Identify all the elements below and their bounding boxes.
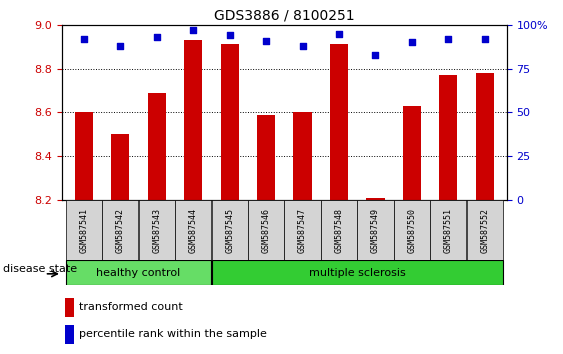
Text: GSM587548: GSM587548 [334, 207, 343, 253]
Point [408, 39, 417, 45]
Point [444, 36, 453, 42]
Bar [467, 200, 503, 260]
Bar [66, 260, 211, 285]
Bar [212, 260, 503, 285]
Point [298, 43, 307, 48]
Bar [367, 198, 385, 200]
Point [189, 27, 198, 33]
Text: GSM587550: GSM587550 [408, 207, 417, 253]
Point [79, 36, 88, 42]
Point [152, 34, 161, 40]
Text: healthy control: healthy control [96, 268, 181, 278]
Bar [75, 112, 93, 200]
Bar [221, 45, 239, 200]
Text: GSM587547: GSM587547 [298, 207, 307, 253]
Bar [430, 200, 466, 260]
Bar [257, 115, 275, 200]
Point [225, 33, 234, 38]
Point [262, 38, 271, 44]
Bar [175, 200, 211, 260]
Point [480, 36, 489, 42]
Point [371, 52, 380, 57]
Text: GSM587544: GSM587544 [189, 207, 198, 253]
Bar [330, 45, 348, 200]
Point [334, 31, 343, 36]
Bar [184, 40, 202, 200]
Text: multiple sclerosis: multiple sclerosis [309, 268, 405, 278]
Bar [212, 200, 248, 260]
Point [116, 43, 125, 48]
Text: GSM587549: GSM587549 [371, 207, 380, 253]
Text: percentile rank within the sample: percentile rank within the sample [79, 329, 267, 339]
Bar [403, 106, 421, 200]
Text: GSM587551: GSM587551 [444, 207, 453, 253]
Bar [66, 200, 102, 260]
Bar [248, 200, 284, 260]
Bar [293, 112, 312, 200]
Text: transformed count: transformed count [79, 302, 183, 312]
Text: GSM587541: GSM587541 [79, 207, 88, 253]
Text: disease state: disease state [3, 264, 77, 274]
Bar [111, 134, 129, 200]
Text: GSM587546: GSM587546 [262, 207, 271, 253]
Bar [476, 73, 494, 200]
Bar [65, 325, 74, 344]
Bar [65, 297, 74, 317]
Title: GDS3886 / 8100251: GDS3886 / 8100251 [214, 8, 355, 22]
Bar [102, 200, 138, 260]
Text: GSM587545: GSM587545 [225, 207, 234, 253]
Bar [321, 200, 357, 260]
Text: GSM587543: GSM587543 [152, 207, 161, 253]
Bar [148, 93, 166, 200]
Bar [358, 200, 394, 260]
Bar [439, 75, 458, 200]
Bar [138, 200, 175, 260]
Bar [284, 200, 320, 260]
Text: GSM587542: GSM587542 [116, 207, 125, 253]
Bar [394, 200, 430, 260]
Text: GSM587552: GSM587552 [480, 207, 489, 253]
